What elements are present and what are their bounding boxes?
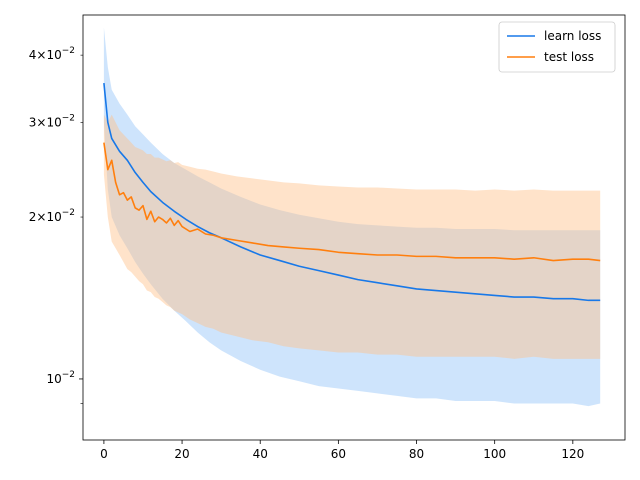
x-tick-label: 120	[561, 447, 584, 461]
x-tick-label: 100	[483, 447, 506, 461]
plot-frame	[82, 14, 626, 441]
y-tick-label: 4×10−2	[29, 46, 75, 62]
x-tick-label: 60	[331, 447, 346, 461]
x-tick-label: 80	[409, 447, 424, 461]
legend: learn loss test loss	[498, 21, 616, 73]
test-loss-band	[103, 114, 601, 359]
y-tick-label: 3×10−2	[29, 113, 75, 129]
series-lines	[103, 82, 601, 302]
x-tick-label: 20	[174, 447, 189, 461]
confidence-bands	[103, 27, 601, 407]
test-loss-line	[103, 142, 601, 262]
legend-box	[498, 21, 616, 73]
learn-loss-band	[103, 27, 601, 407]
y-axis-ticks: 10−2 2×10−2 3×10−2 4×10−2	[29, 46, 83, 404]
y-tick-label: 2×10−2	[29, 208, 75, 224]
x-axis-ticks: 0 20 40 60 80 100 120	[100, 440, 584, 461]
test-loss-legend-label: test loss	[544, 50, 594, 64]
learn-loss-legend-label: learn loss	[544, 29, 601, 43]
learn-loss-line	[103, 82, 601, 302]
x-tick-label: 40	[253, 447, 268, 461]
y-tick-label: 10−2	[46, 370, 75, 386]
x-tick-label: 0	[100, 447, 108, 461]
